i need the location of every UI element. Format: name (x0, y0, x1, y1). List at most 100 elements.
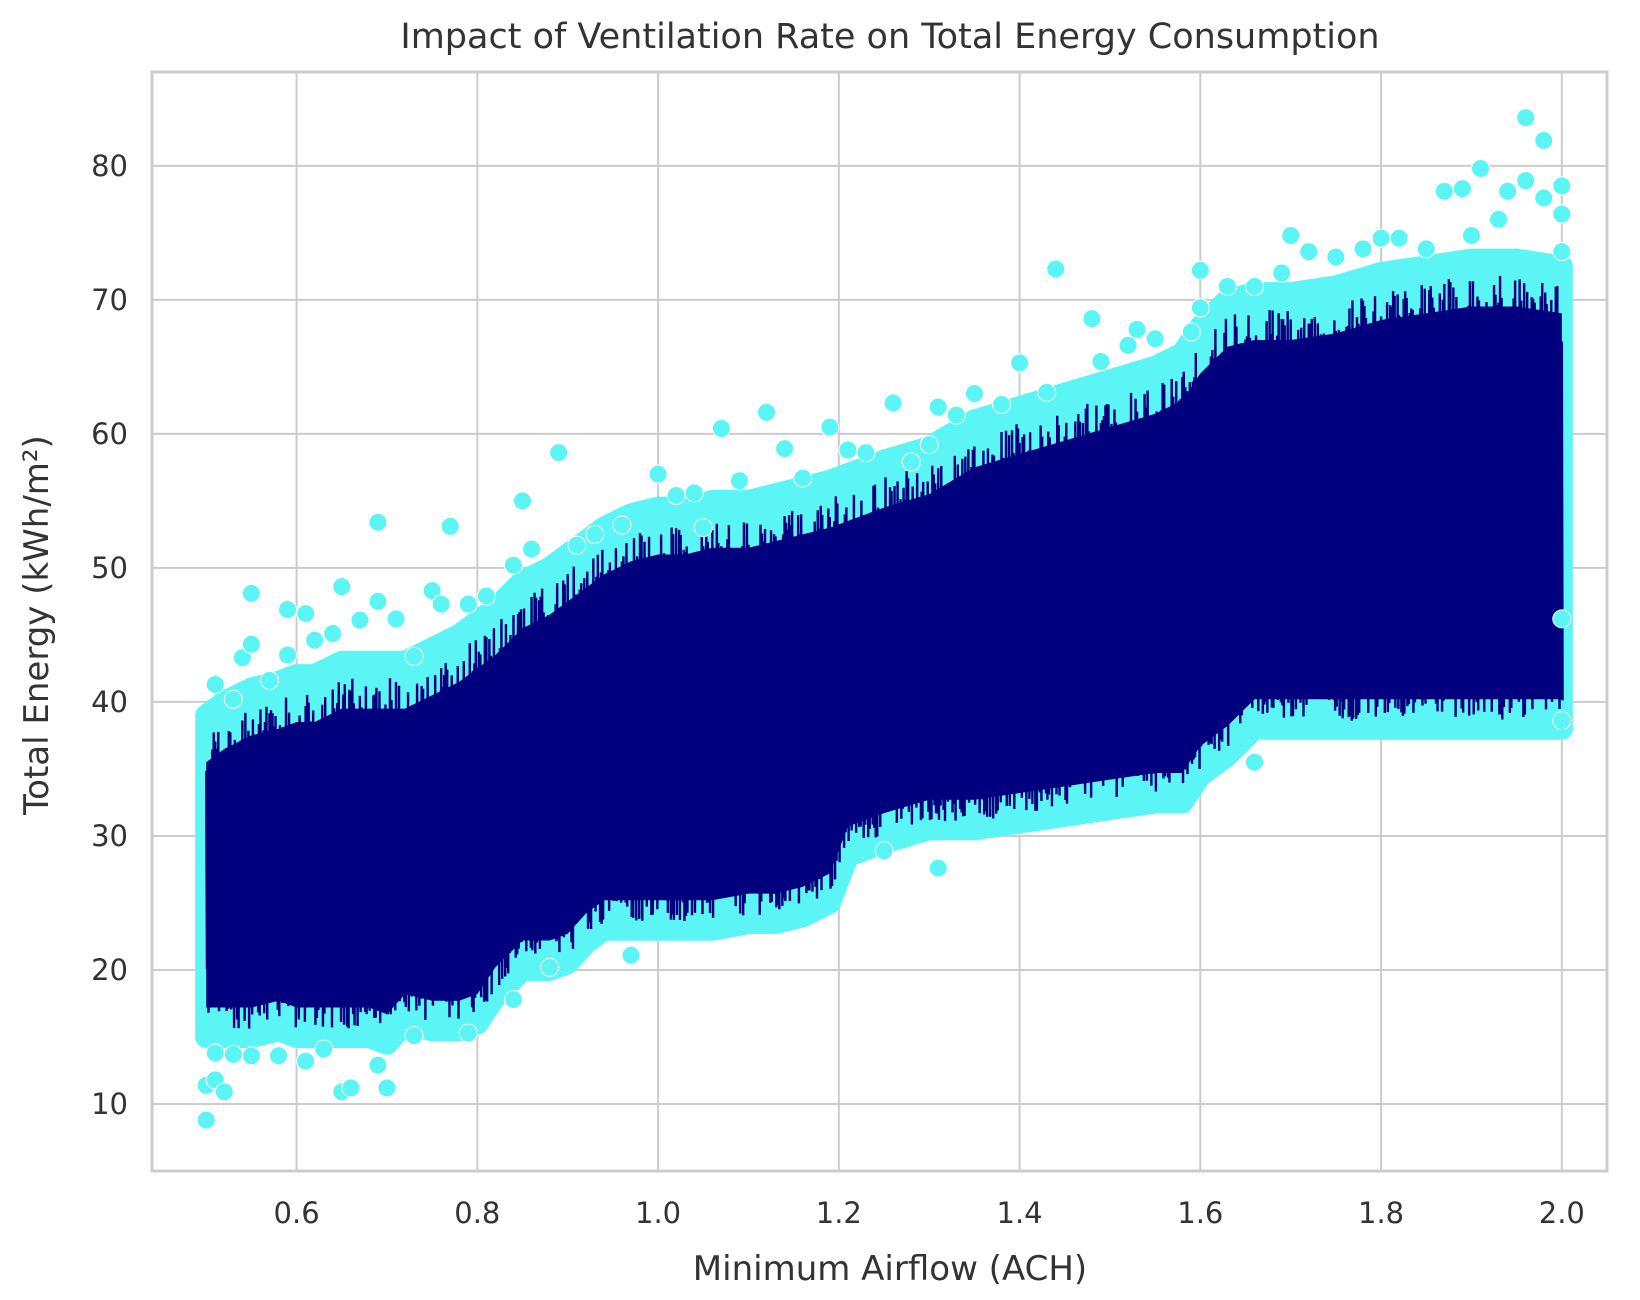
scatter-point (1181, 322, 1201, 342)
y-tick-label: 60 (91, 417, 128, 451)
scatter-point (241, 634, 261, 654)
y-tick-label: 80 (91, 149, 128, 183)
scatter-point (1470, 158, 1490, 178)
scatter-point (440, 516, 460, 536)
scatter-point (278, 645, 298, 665)
scatter-point (711, 419, 731, 439)
x-tick-label: 2.0 (1539, 1196, 1585, 1230)
scatter-point (1145, 329, 1165, 349)
scatter-point (1245, 276, 1265, 296)
scatter-point (1190, 298, 1210, 318)
scatter-point (838, 440, 858, 460)
scatter-point (1552, 242, 1572, 262)
scatter-point (1127, 319, 1147, 339)
scatter-point (503, 555, 523, 575)
scatter-point (386, 609, 406, 629)
outlier-points (196, 108, 1572, 1130)
scatter-point (684, 483, 704, 503)
x-tick-label: 1.4 (997, 1196, 1043, 1230)
scatter-point (314, 1039, 334, 1059)
scatter-point (992, 394, 1012, 414)
x-tick-label: 1.0 (635, 1196, 681, 1230)
scatter-point (820, 417, 840, 437)
scatter-point (241, 1046, 261, 1066)
scatter-point (323, 624, 343, 644)
scatter-point (1498, 181, 1518, 201)
scatter-point (458, 594, 478, 614)
scatter-point (1516, 108, 1536, 128)
scatter-point (585, 524, 605, 544)
scatter-point (612, 515, 632, 535)
scatter-point (1416, 239, 1436, 259)
scatter-point (540, 957, 560, 977)
scatter-point (964, 384, 984, 404)
scatter-point (503, 989, 523, 1009)
scatter-point (1516, 171, 1536, 191)
scatter-point (223, 1044, 243, 1064)
scatter-point (729, 471, 749, 491)
scatter-point (621, 945, 641, 965)
scatter-point (1082, 309, 1102, 329)
y-tick-label: 20 (91, 953, 128, 987)
scatter-point (1534, 130, 1554, 150)
band-core (206, 306, 1562, 1015)
scatter-point (241, 583, 261, 603)
scatter-point (278, 599, 298, 619)
scatter-point (232, 648, 252, 668)
scatter-point (901, 452, 921, 472)
x-tick-label: 1.8 (1358, 1196, 1404, 1230)
scatter-point (1046, 259, 1066, 279)
scatter-point (368, 512, 388, 532)
scatter-point (1091, 351, 1111, 371)
y-tick-label: 50 (91, 551, 128, 585)
scatter-point (368, 591, 388, 611)
x-tick-label: 0.8 (454, 1196, 500, 1230)
scatter-point (928, 858, 948, 878)
scatter-point (1037, 382, 1057, 402)
scatter-point (874, 841, 894, 861)
scatter-point (214, 1082, 234, 1102)
scatter-point (1552, 176, 1572, 196)
scatter-point (1552, 609, 1572, 629)
scatter-point (513, 491, 533, 511)
scatter-point (1534, 188, 1554, 208)
y-tick-label: 10 (91, 1087, 128, 1121)
x-tick-labels: 0.6 0.8 1.0 1.2 1.4 1.6 1.8 2.0 (274, 1196, 1585, 1230)
scatter-point (693, 518, 713, 538)
scatter-point (431, 594, 451, 614)
scatter-point (1281, 226, 1301, 246)
y-axis-title: Total Energy (kWh/m²) (17, 435, 57, 816)
scatter-point (522, 539, 542, 559)
scatter-point (928, 397, 948, 417)
scatter-point (567, 535, 587, 555)
scatter-point (332, 577, 352, 597)
scatter-point (1272, 263, 1292, 283)
scatter-point (422, 581, 442, 601)
x-tick-label: 1.2 (816, 1196, 862, 1230)
scatter-point (259, 670, 279, 690)
scatter-point (1389, 228, 1409, 248)
scatter-point (919, 435, 939, 455)
scatter-point (269, 1046, 289, 1066)
chart-title: Impact of Ventilation Rate on Total Ener… (400, 17, 1379, 57)
scatter-point (1010, 353, 1030, 373)
scatter-point (196, 1110, 216, 1130)
scatter-point (549, 443, 569, 463)
scatter-point (205, 1043, 225, 1063)
scatter-point (1552, 711, 1572, 731)
scatter-point (946, 405, 966, 425)
scatter-point (856, 443, 876, 463)
plot-frame (150, 70, 1609, 1173)
scatter-point (648, 464, 668, 484)
scatter-point (666, 486, 686, 506)
x-axis-title: Minimum Airflow (ACH) (693, 1249, 1087, 1289)
scatter-point (377, 1078, 397, 1098)
scatter-point (1489, 209, 1509, 229)
scatter-point (368, 1055, 388, 1075)
scatter-point (350, 610, 370, 630)
scatter-point (1299, 242, 1319, 262)
scatter-point (1217, 276, 1237, 296)
scatter-point (1245, 752, 1265, 772)
